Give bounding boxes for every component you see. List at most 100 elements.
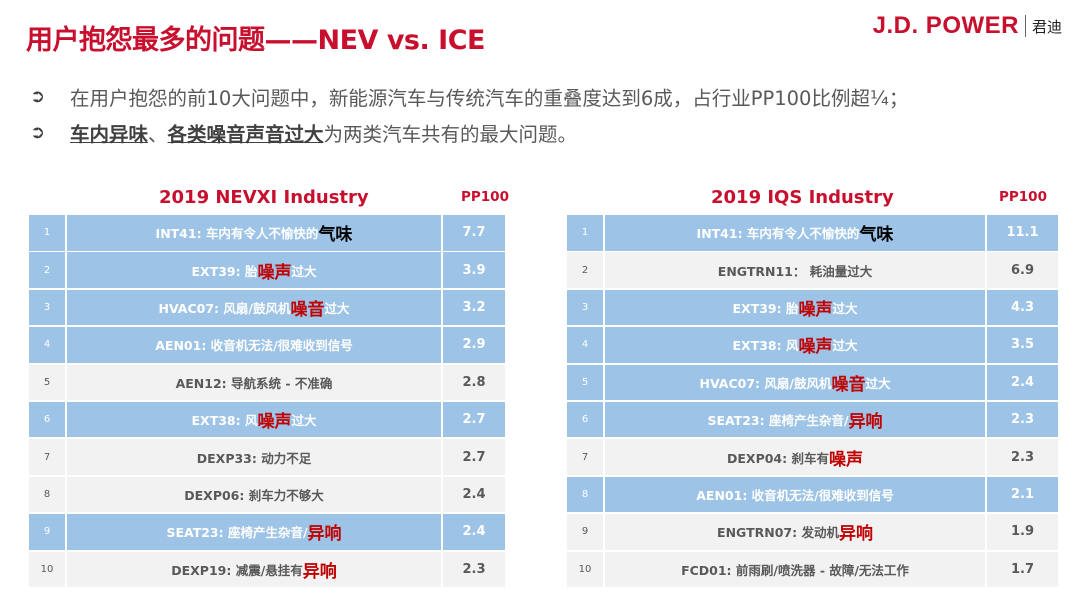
issue-emphasis-text: 气味 [318,225,353,246]
bullet-2-highlight-odor: 车内异味 [70,122,149,146]
pp100-value-cell: 2.3 [443,551,505,588]
issue-tail-text: 过大 [832,338,858,354]
issue-code-text: EXT39: 胎 [732,301,799,317]
rank-cell: 5 [29,364,65,401]
arrow-bullet-icon: ➲ [30,85,46,107]
issue-tail-text: 过大 [291,263,317,279]
issue-emphasis-text: 噪音 [831,374,866,395]
iqs-table-title: 2019 IQS Industry [711,187,894,208]
pp100-value-cell: 1.9 [987,514,1058,550]
table-row: 5 HVAC07: 风扇/鼓风机 噪音 过大 2.4 [567,364,1058,401]
issue-cell: DEXP33: 动力不足 [67,439,441,475]
table-row: 3 HVAC07: 风扇/鼓风机 噪音 过大 3.2 [29,289,505,326]
rank-cell: 3 [29,289,65,326]
bullet-2-separator: 、 [148,122,168,146]
pp100-value-cell: 2.4 [987,364,1058,401]
rank-cell: 3 [567,289,603,326]
table-row: 4 AEN01: 收音机无法/很难收到信号 2.9 [29,327,505,363]
issue-code-text: AEN01: 收音机无法/很难收到信号 [696,487,894,503]
issue-cell: ENGTRN11： 耗油量过大 [605,252,985,288]
table-row: 5 AEN12: 导航系统 - 不准确 2.8 [29,364,505,401]
issue-tail-text: 过大 [291,413,317,429]
issue-code-text: EXT38: 风 [191,413,258,429]
issue-emphasis-text: 噪声 [257,412,292,433]
logo-cn-text: 君迪 [1031,17,1062,36]
pp100-value-cell: 11.1 [987,215,1058,251]
rank-cell: 2 [567,252,603,288]
nevxi-pp100-header: PP100 [461,189,509,205]
issue-code-text: SEAT23: 座椅产生杂音/ [707,413,849,429]
table-row: 9 ENGTRN07: 发动机 异响 1.9 [567,514,1058,550]
rank-cell: 4 [567,327,603,363]
arrow-bullet-icon: ➲ [30,121,46,143]
nevxi-table-title: 2019 NEVXI Industry [159,187,369,208]
issue-code-text: SEAT23: 座椅产生杂音/ [166,525,308,541]
issue-emphasis-text: 噪声 [798,300,833,321]
issue-cell: AEN12: 导航系统 - 不准确 [67,364,441,401]
bullet-2-highlight-noise: 各类噪音声音过大 [167,122,324,146]
issue-cell: FCD01: 前雨刷/喷洗器 - 故障/无法工作 [605,551,985,588]
nevxi-table: 2019 NEVXI Industry PP100 1 INT41: 车内有令人不… [29,181,509,589]
issue-cell: SEAT23: 座椅产生杂音/异响 [605,401,985,438]
issue-cell: EXT38: 风噪声 过大 [67,401,441,438]
nevxi-table-body: 1 INT41: 车内有令人不愉快的 气味 7.7 2 EXT39: 胎噪声 过大 3.9 3 H… [29,215,505,588]
issue-cell: HVAC07: 风扇/鼓风机 噪音 过大 [67,289,441,326]
issue-emphasis-text: 异响 [307,524,342,545]
table-row: 8 AEN01: 收音机无法/很难收到信号 2.1 [567,476,1058,513]
issue-tail-text: 过大 [832,301,858,317]
iqs-table-header: 2019 IQS Industry PP100 [567,181,1058,215]
issue-emphasis-text: 噪声 [257,262,292,283]
page-title: 用户抱怨最多的问题——NEV vs. ICE [26,25,485,56]
jd-power-logo: J.D. POWER 君迪 [873,12,1062,40]
issue-cell: SEAT23: 座椅产生杂音/异响 [67,514,441,550]
pp100-value-cell: 1.7 [987,551,1058,588]
issue-emphasis-text: 噪声 [828,449,863,470]
issue-emphasis-text: 异响 [848,412,883,433]
pp100-value-cell: 2.8 [443,364,505,401]
table-row: 9 SEAT23: 座椅产生杂音/异响 2.4 [29,514,505,550]
rank-cell: 9 [567,514,603,550]
table-row: 1 INT41: 车内有令人不愉快的 气味 7.7 [29,215,505,251]
issue-cell: DEXP04: 刹车有 噪声 [605,439,985,475]
issue-code-text: DEXP33: 动力不足 [196,450,312,466]
issue-code-text: EXT38: 风 [732,338,799,354]
rank-cell: 6 [29,401,65,438]
rank-cell: 1 [567,215,603,251]
pp100-value-cell: 2.4 [443,476,505,513]
table-row: 8 DEXP06: 刹车力不够大 2.4 [29,476,505,513]
issue-cell: AEN01: 收音机无法/很难收到信号 [67,327,441,363]
logo-divider [1024,15,1026,37]
issue-code-text: ENGTRN11： 耗油量过大 [717,263,873,279]
pp100-value-cell: 2.7 [443,439,505,475]
pp100-value-cell: 3.2 [443,289,505,326]
issue-cell: INT41: 车内有令人不愉快的 气味 [605,215,985,251]
pp100-value-cell: 2.3 [987,439,1058,475]
issue-code-text: HVAC07: 风扇/鼓风机 [158,301,291,317]
rank-cell: 9 [29,514,65,550]
pp100-value-cell: 3.9 [443,252,505,288]
issue-code-text: DEXP06: 刹车力不够大 [184,487,324,503]
table-row: 7 DEXP04: 刹车有 噪声 2.3 [567,439,1058,475]
issue-emphasis-text: 异响 [838,524,873,545]
pp100-value-cell: 3.5 [987,327,1058,363]
issue-code-text: DEXP04: 刹车有 [727,450,829,466]
pp100-value-cell: 2.9 [443,327,505,363]
issue-tail-text: 过大 [324,301,350,317]
bullet-1: ➲ 在用户抱怨的前10大问题中，新能源汽车与传统汽车的重叠度达到6成，占行业PP… [30,78,908,114]
issue-cell: EXT39: 胎噪声 过大 [605,289,985,326]
rank-cell: 8 [567,476,603,513]
rank-cell: 7 [29,439,65,475]
iqs-pp100-header: PP100 [999,189,1047,205]
pp100-value-cell: 7.7 [443,215,505,251]
iqs-table-body: 1 INT41: 车内有令人不愉快的 气味 11.1 2 ENGTRN11： 耗油量过大 6… [567,215,1058,588]
issue-tail-text: 过大 [865,375,891,391]
issue-cell: DEXP19: 减震/悬挂有 异响 [67,551,441,588]
issue-code-text: ENGTRN07: 发动机 [717,525,839,541]
rank-cell: 8 [29,476,65,513]
table-row: 3 EXT39: 胎噪声 过大 4.3 [567,289,1058,326]
issue-code-text: INT41: 车内有令人不愉快的 [696,226,860,242]
table-row: 1 INT41: 车内有令人不愉快的 气味 11.1 [567,215,1058,251]
table-row: 2 EXT39: 胎噪声 过大 3.9 [29,252,505,288]
bullet-2-rest: 为两类汽车共有的最大问题。 [323,122,578,146]
table-row: 6 SEAT23: 座椅产生杂音/异响 2.3 [567,401,1058,438]
